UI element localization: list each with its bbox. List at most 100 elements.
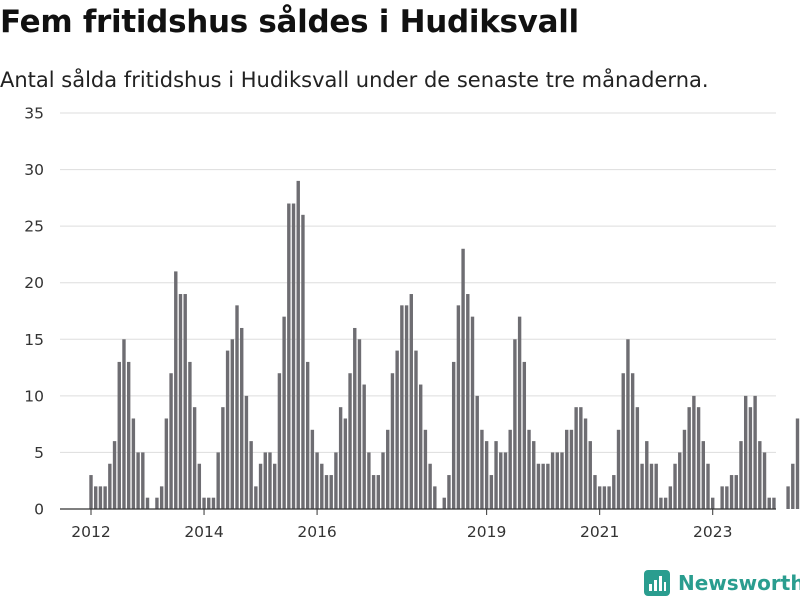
bar xyxy=(141,452,145,509)
bar xyxy=(456,305,461,509)
bar xyxy=(225,350,230,509)
bar xyxy=(296,180,300,509)
bar xyxy=(348,373,352,509)
bar xyxy=(758,441,762,509)
bar xyxy=(381,452,385,509)
bar xyxy=(597,486,602,509)
x-tick-label: 2023 xyxy=(693,523,732,541)
bar xyxy=(673,463,677,509)
bar xyxy=(494,441,498,509)
bar xyxy=(484,441,489,509)
bar xyxy=(635,407,640,509)
bar xyxy=(89,475,93,509)
bar xyxy=(451,361,456,509)
bar xyxy=(470,316,475,509)
bar xyxy=(522,361,527,509)
bar xyxy=(630,373,635,509)
bar xyxy=(98,486,103,509)
x-tick-label: 2021 xyxy=(580,523,619,541)
bar xyxy=(268,452,272,509)
newsworthy-logo-icon xyxy=(644,570,670,596)
y-tick-label: 5 xyxy=(34,444,44,462)
bar xyxy=(466,294,470,509)
bar xyxy=(159,486,164,509)
bar xyxy=(136,452,140,509)
bar xyxy=(541,463,545,509)
bar xyxy=(720,486,724,509)
bar xyxy=(668,486,673,509)
bar xyxy=(390,373,395,509)
bar xyxy=(569,429,574,509)
bar xyxy=(546,463,550,509)
bar xyxy=(696,407,701,509)
bar xyxy=(240,327,244,509)
bar xyxy=(762,452,767,509)
bar xyxy=(362,384,366,509)
bar xyxy=(244,395,249,509)
bar xyxy=(550,452,555,509)
y-tick-label: 0 xyxy=(34,501,44,519)
bar xyxy=(202,497,206,509)
bar xyxy=(748,407,753,509)
bar xyxy=(480,429,484,509)
bar xyxy=(602,486,607,509)
bar xyxy=(263,452,267,509)
bar xyxy=(795,418,800,509)
bar xyxy=(725,486,729,509)
bar xyxy=(371,475,376,509)
bar xyxy=(419,384,423,509)
bar xyxy=(117,361,121,509)
bar xyxy=(282,316,286,509)
x-tick-label: 2016 xyxy=(297,523,336,541)
bar xyxy=(508,429,512,509)
bar xyxy=(409,294,413,509)
bar xyxy=(612,475,616,509)
bar xyxy=(334,452,338,509)
bar xyxy=(221,407,225,509)
bar xyxy=(320,463,324,509)
bar xyxy=(249,441,253,509)
bar xyxy=(678,452,682,509)
y-tick-label: 15 xyxy=(24,331,44,349)
bar xyxy=(588,441,592,509)
bar xyxy=(291,203,296,509)
bar xyxy=(122,339,126,509)
bar xyxy=(183,294,187,509)
y-tick-label: 25 xyxy=(24,218,44,236)
bar xyxy=(583,418,588,509)
bar xyxy=(645,441,649,509)
y-tick-label: 35 xyxy=(24,105,44,123)
bar xyxy=(517,316,522,509)
chart-subtitle: Antal sålda fritidshus i Hudiksvall unde… xyxy=(0,68,709,92)
bar xyxy=(164,418,169,509)
x-tick-label: 2014 xyxy=(184,523,223,541)
bar xyxy=(560,452,564,509)
bar xyxy=(772,497,776,509)
bar xyxy=(659,497,663,509)
bar xyxy=(786,486,790,509)
bar xyxy=(743,395,748,509)
bar xyxy=(343,418,348,509)
bar xyxy=(367,452,371,509)
bar xyxy=(527,429,531,509)
bar xyxy=(734,475,738,509)
bar xyxy=(711,497,715,509)
y-tick-label: 10 xyxy=(24,387,44,405)
bar xyxy=(131,418,136,509)
bar xyxy=(791,463,795,509)
bar xyxy=(499,452,503,509)
bar xyxy=(607,486,611,509)
bar xyxy=(739,441,743,509)
bar xyxy=(272,463,277,509)
bar xyxy=(207,497,211,509)
chart-title: Fem fritidshus såldes i Hudiksvall xyxy=(0,4,579,40)
bar xyxy=(376,475,381,509)
bar xyxy=(729,475,734,509)
bar xyxy=(324,475,329,509)
bar xyxy=(145,497,150,509)
bar xyxy=(188,361,192,509)
bar xyxy=(565,429,569,509)
x-tick-label: 2019 xyxy=(467,523,506,541)
bar xyxy=(277,373,282,509)
bar xyxy=(701,441,705,509)
